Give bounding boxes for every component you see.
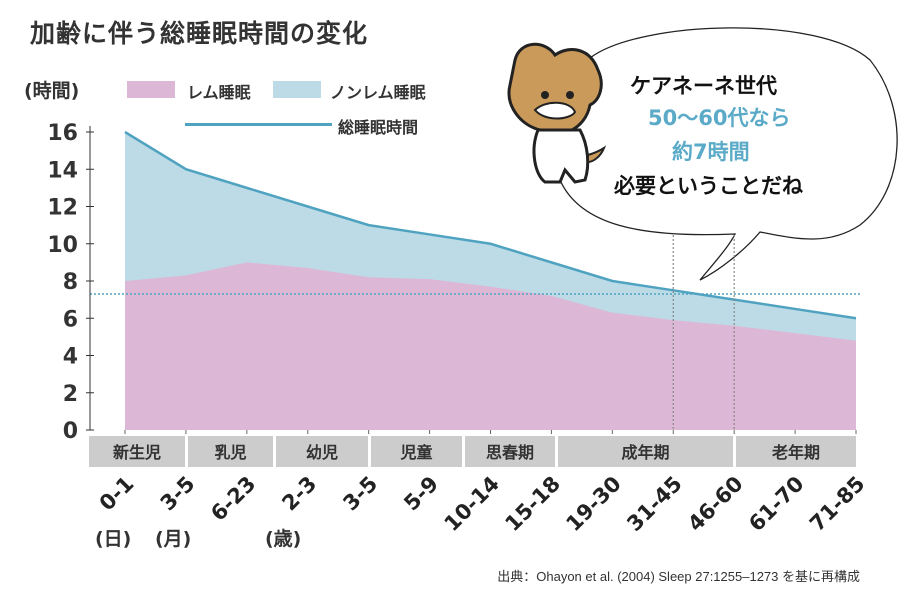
y-tick-label: 6 [63,307,78,332]
age-group-band [276,436,368,467]
age-group-band [736,436,856,467]
dog-body-icon [532,128,590,184]
unit-day: (日) [95,528,132,550]
unit-year: (歳) [265,528,302,550]
legend-label-rem: レム睡眠 [187,83,251,102]
y-tick-label: 14 [47,158,78,183]
age-group-band [371,436,462,467]
age-group-band [188,436,273,467]
legend-label-nonrem: ノンレム睡眠 [330,83,426,102]
x-tick-label: 10-14 [440,472,504,536]
age-group-label: 乳児 [214,443,246,462]
x-tick-label: 19-30 [561,472,625,536]
bubble-line-3: 約7時間 [672,140,750,164]
legend-label-total: 総睡眠時間 [338,118,419,137]
y-tick-label: 2 [63,382,78,407]
y-tick-label: 16 [47,121,78,146]
dog-head-icon [507,42,603,136]
x-tick-label: 46-60 [683,472,747,536]
x-tick-label: 0-1 [95,472,139,516]
age-group-label: 児童 [399,443,432,462]
age-group-label: 幼児 [306,443,338,462]
rem-area [125,262,856,430]
age-group-band [89,436,185,467]
age-group-label: 新生児 [113,443,161,462]
bubble-line-4: 必要ということだね [614,174,803,198]
legend-swatch-rem [127,81,175,98]
y-tick-label: 4 [63,345,78,370]
dog-eye-icon [541,91,549,99]
speech-bubble [559,27,898,281]
source-note: 出典：Ohayon et al. (2004) Sleep 27:1255–12… [497,569,860,584]
age-group-band [558,436,733,467]
unit-month: (月) [155,528,192,550]
age-group-label: 成年期 [621,443,669,462]
legend-line-total [185,123,332,126]
bubble-line-2: 50〜60代なら [648,106,791,130]
x-tick-label: 71-85 [805,472,869,536]
dog-eye-icon [566,91,574,99]
y-tick-label: 12 [47,196,78,221]
y-axis-label: (時間) [24,80,80,102]
y-tick-label: 0 [63,419,78,444]
x-tick-label: 31-45 [622,472,686,536]
age-group-label: 思春期 [486,443,534,462]
age-group-band [465,436,555,467]
bubble-line-1: ケアネーネ世代 [630,74,777,98]
x-tick-label: 6-23 [206,472,260,526]
x-tick-label: 15-18 [500,472,564,536]
dog-tail-icon [587,145,607,164]
x-tick-label: 61-70 [744,472,808,536]
y-tick-label: 8 [63,270,78,295]
age-group-label: 老年期 [771,443,820,462]
legend-swatch-nonrem [273,81,321,98]
chart-title: 加齢に伴う総睡眠時間の変化 [30,19,369,48]
x-tick-label: 5-9 [399,472,443,516]
x-tick-label: 3-5 [156,472,200,516]
y-tick-label: 10 [47,233,78,258]
dog-muzzle-icon [533,101,577,120]
x-tick-label: 2-3 [277,472,321,516]
x-tick-label: 3-5 [338,472,382,516]
